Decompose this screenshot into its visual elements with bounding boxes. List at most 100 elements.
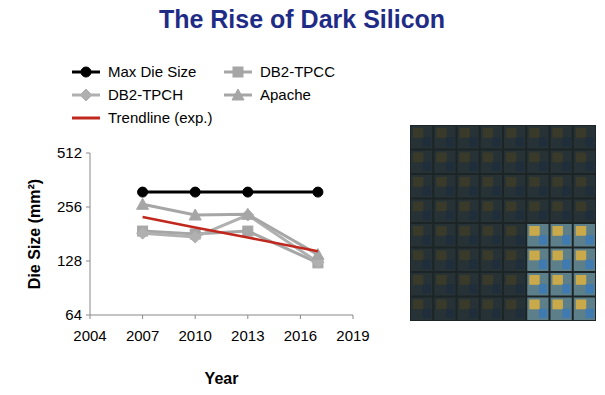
chip-cache (493, 186, 501, 195)
chip-cache (469, 260, 477, 269)
series-marker (137, 198, 149, 209)
chip-tile (481, 175, 502, 198)
chip-tile (504, 298, 525, 321)
chip-tile (504, 151, 525, 174)
y-axis-label: Die Size (mm²) (26, 179, 43, 289)
chip-cache (446, 235, 454, 244)
y-tick-label: 128 (57, 252, 82, 269)
x-tick-label: 2007 (126, 327, 159, 344)
chip-cache (516, 162, 524, 171)
root: The Rise of Dark Silicon6412825651220042… (0, 0, 605, 395)
chip-core (529, 153, 539, 163)
chip-tile (411, 126, 432, 149)
chip-core (506, 226, 516, 236)
chip-tile (574, 126, 595, 149)
chip-core (553, 153, 563, 163)
chip-tile (527, 249, 548, 272)
chip-cache (516, 137, 524, 146)
chip-cache (423, 284, 431, 293)
chip-core (576, 202, 586, 212)
chip-cache (586, 309, 594, 318)
chip-tile (551, 298, 572, 321)
chip-tile (527, 224, 548, 247)
y-axis (90, 153, 91, 315)
chip-cache (539, 284, 547, 293)
chip-core (576, 128, 586, 138)
y-tick-label: 64 (65, 306, 82, 323)
chip-cache (446, 162, 454, 171)
chip-cache (446, 284, 454, 293)
chip-core (576, 251, 586, 261)
chip-core (506, 202, 516, 212)
chip-cache (586, 284, 594, 293)
chip-tile (411, 224, 432, 247)
chip-cache (516, 235, 524, 244)
chip-cache (562, 284, 570, 293)
chip-core (460, 226, 470, 236)
chip-core (436, 177, 446, 187)
chip-cache (562, 211, 570, 220)
chip-cache (562, 309, 570, 318)
chip-core (483, 153, 493, 163)
chip-core (576, 177, 586, 187)
chip-cache (446, 186, 454, 195)
chip-tile (574, 298, 595, 321)
chip-cache (469, 284, 477, 293)
chip-core (553, 275, 563, 285)
chip-cache (516, 284, 524, 293)
chip-tile (434, 249, 455, 272)
x-tick (353, 315, 354, 319)
chip-tile (411, 200, 432, 223)
chip-core (506, 177, 516, 187)
chip-tile (411, 298, 432, 321)
chip-core (460, 153, 470, 163)
chip-tile (504, 175, 525, 198)
chip-core (436, 202, 446, 212)
series-marker (243, 226, 253, 236)
chip-core (529, 128, 539, 138)
chip-tile (434, 273, 455, 296)
chip-tile (551, 175, 572, 198)
chip-tile (458, 151, 479, 174)
chip-cache (493, 260, 501, 269)
chip-core (506, 275, 516, 285)
chip-core (553, 202, 563, 212)
x-tick-label: 2013 (231, 327, 264, 344)
chip-cache (469, 186, 477, 195)
x-tick-label: 2016 (284, 327, 317, 344)
chip-tile (574, 200, 595, 223)
series-marker (313, 187, 323, 197)
chip-core (553, 251, 563, 261)
chip-tile (551, 151, 572, 174)
chip-cache (423, 137, 431, 146)
chip-tile (504, 200, 525, 223)
legend: Max Die SizeDB2-TPCCDB2-TPCHApacheTrendl… (72, 63, 335, 126)
chip-tile (434, 200, 455, 223)
legend-label: DB2-TPCC (260, 63, 335, 80)
chip-tile (551, 126, 572, 149)
chip-tile (574, 175, 595, 198)
series-marker (242, 208, 254, 219)
chip-core (413, 177, 423, 187)
chip-cache (539, 137, 547, 146)
chip-cache (423, 162, 431, 171)
chip-tile (434, 151, 455, 174)
series-marker (189, 209, 201, 220)
chip-core (529, 251, 539, 261)
chip-tile (481, 151, 502, 174)
chip-tile (434, 126, 455, 149)
legend-marker (233, 67, 243, 77)
chip-core (576, 300, 586, 310)
chip-cache (516, 309, 524, 318)
chip-tile (527, 200, 548, 223)
series-line (143, 217, 318, 251)
chip-tile (434, 298, 455, 321)
chip-cache (423, 186, 431, 195)
chip-tile (481, 298, 502, 321)
x-axis-label: Year (205, 370, 239, 387)
chip-cache (493, 162, 501, 171)
legend-marker (232, 89, 244, 100)
chip-tile (527, 273, 548, 296)
chip-cache (493, 235, 501, 244)
series-marker (138, 187, 148, 197)
